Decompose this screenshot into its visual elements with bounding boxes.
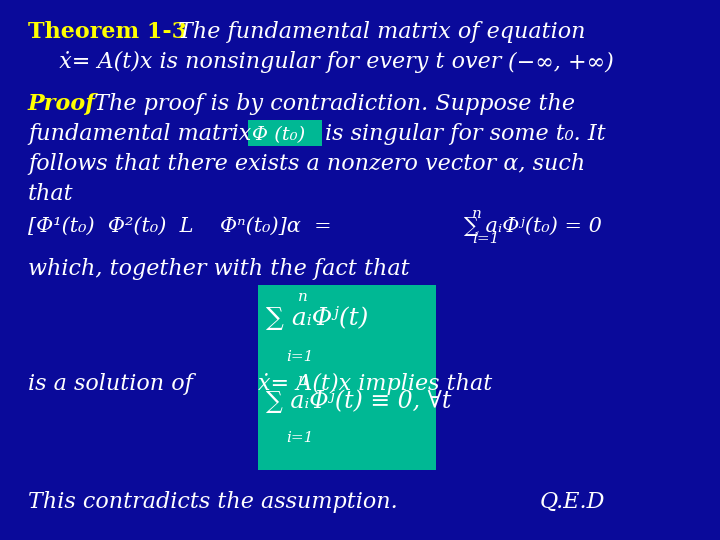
Text: Theorem 1-3: Theorem 1-3 bbox=[28, 21, 195, 43]
Text: (−∞, +∞): (−∞, +∞) bbox=[508, 51, 613, 73]
Text: ẋ= A(t)x implies that: ẋ= A(t)x implies that bbox=[258, 373, 492, 395]
Text: n: n bbox=[298, 290, 308, 304]
Text: Φ (t₀): Φ (t₀) bbox=[252, 126, 305, 144]
Text: ∑ aᵢΦʲ(t) ≡ 0, ∀t: ∑ aᵢΦʲ(t) ≡ 0, ∀t bbox=[266, 389, 451, 413]
Text: i=1: i=1 bbox=[472, 232, 500, 246]
Text: is a solution of: is a solution of bbox=[28, 373, 193, 395]
Text: i=1: i=1 bbox=[286, 350, 313, 364]
Text: ∑ aᵢΦʲ(t₀) = 0: ∑ aᵢΦʲ(t₀) = 0 bbox=[464, 217, 602, 236]
Text: ẋ= A(t)x is nonsingular for every t over: ẋ= A(t)x is nonsingular for every t over bbox=[45, 51, 501, 73]
Text: n: n bbox=[298, 373, 308, 387]
Text: ∑ aᵢΦʲ(t): ∑ aᵢΦʲ(t) bbox=[266, 306, 369, 330]
Bar bbox=[258, 285, 436, 380]
Text: i=1: i=1 bbox=[286, 431, 313, 445]
Text: fundamental matrix: fundamental matrix bbox=[28, 123, 251, 145]
Text: This contradicts the assumption.: This contradicts the assumption. bbox=[28, 491, 397, 513]
Text: The fundamental matrix of equation: The fundamental matrix of equation bbox=[178, 21, 585, 43]
Text: is singular for some t₀. It: is singular for some t₀. It bbox=[325, 123, 606, 145]
Bar bbox=[258, 370, 436, 470]
Text: which, together with the fact that: which, together with the fact that bbox=[28, 258, 410, 280]
Text: follows that there exists a nonzero vector α, such: follows that there exists a nonzero vect… bbox=[28, 153, 585, 175]
Text: Proof: Proof bbox=[28, 93, 96, 115]
Text: n: n bbox=[472, 207, 482, 221]
Text: Q.E.D: Q.E.D bbox=[540, 491, 606, 513]
Text: that: that bbox=[28, 183, 73, 205]
Bar bbox=[248, 120, 322, 146]
Text: The proof is by contradiction. Suppose the: The proof is by contradiction. Suppose t… bbox=[87, 93, 575, 115]
Text: [Φ¹(t₀)  Φ²(t₀)  L    Φⁿ(t₀)]α  =: [Φ¹(t₀) Φ²(t₀) L Φⁿ(t₀)]α = bbox=[28, 217, 332, 236]
